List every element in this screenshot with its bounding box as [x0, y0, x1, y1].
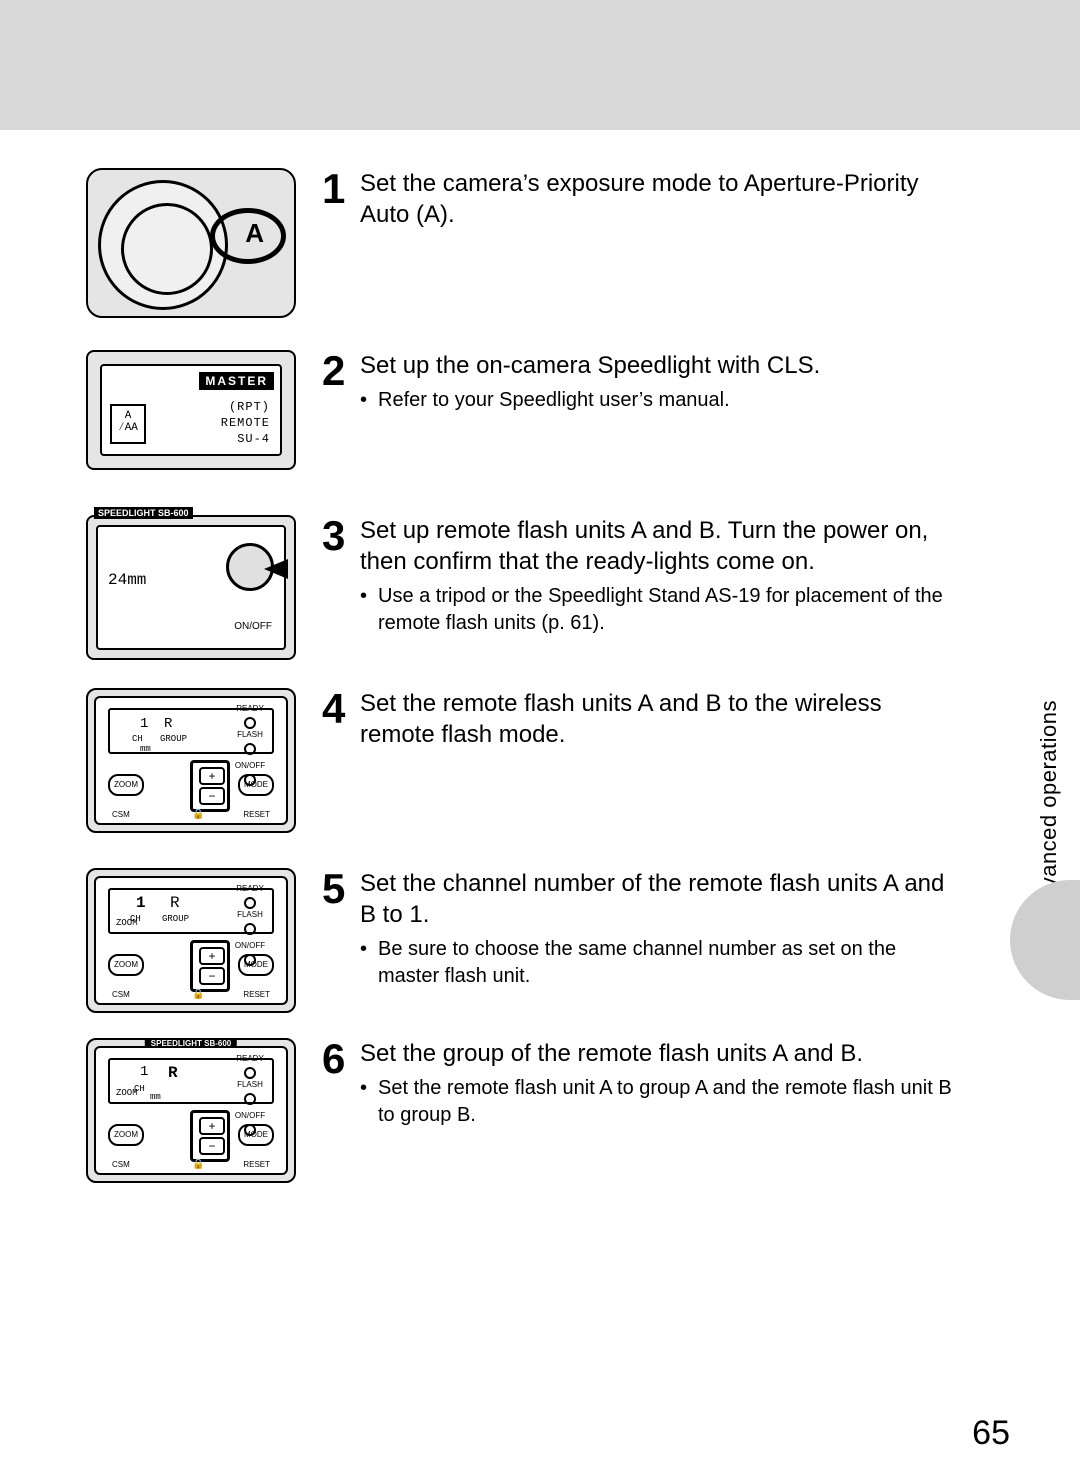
lcd-a-aa-box: A⁄AA [110, 404, 146, 444]
zoom-button: ZOOM [108, 1124, 144, 1146]
section-tab-shape [1010, 880, 1080, 1000]
step-2-text: Set up the on-camera Speedlight with CLS… [360, 350, 960, 381]
lock-icon: 🔒 [192, 989, 204, 1000]
step-4-illustration: 1 R CH GROUP mm ZOOM + − MODE READY [86, 688, 296, 833]
dpad-icon: + − [190, 940, 230, 992]
step-5-number: 5 [322, 868, 345, 910]
mode-dial-a-label: A [245, 218, 264, 249]
step-3-illustration: SPEEDLIGHT SB-600 24mm ON/OFF [86, 515, 296, 660]
power-arrow-icon [264, 559, 288, 579]
step-2-bullet-1: Refer to your Speedlight user’s manual. [360, 387, 960, 414]
step-3-bullet-1: Use a tripod or the Speedlight Stand AS-… [360, 583, 960, 637]
lcd-remote: REMOTE [221, 416, 270, 430]
step-3-number: 3 [322, 515, 345, 557]
zoom-button: ZOOM [108, 774, 144, 796]
onoff-label: ON/OFF [234, 621, 272, 632]
step-6-number: 6 [322, 1038, 345, 1080]
step-5-bullet-1: Be sure to choose the same channel numbe… [360, 936, 960, 990]
page-number: 65 [972, 1414, 1010, 1453]
lcd-rpt: (RPT) [229, 400, 270, 414]
ready-led-icon [244, 717, 256, 729]
step-5-illustration: 1 R CH GROUP ZOOM ZOOM + − MODE READY [86, 868, 296, 1013]
step-5-text: Set the channel number of the remote fla… [360, 868, 960, 930]
dpad-icon: + − [190, 1110, 230, 1162]
flash-button-icon [244, 743, 256, 755]
top-grey-band [0, 0, 1080, 130]
zoom-button: ZOOM [108, 954, 144, 976]
step-1-illustration: A [86, 168, 296, 318]
step-4-number: 4 [322, 688, 345, 730]
lock-icon: 🔒 [192, 1159, 204, 1170]
lcd-zoom-mm: 24mm [108, 571, 146, 589]
step-6-illustration: SPEEDLIGHT SB-600 1 R CH ZOOM mm ZOOM + … [86, 1038, 296, 1183]
step-1-text: Set the camera’s exposure mode to Apertu… [360, 168, 960, 230]
step-3-text: Set up remote flash units A and B. Turn … [360, 515, 960, 577]
onoff-button-icon [244, 774, 256, 786]
lock-icon: 🔒 [192, 809, 204, 820]
lcd-master-label: MASTER [199, 372, 274, 390]
manual-page: A 1 Set the camera’s exposure mode to Ap… [0, 130, 1080, 1483]
dpad-icon: + − [190, 760, 230, 812]
section-tab: Advanced operations [1010, 700, 1080, 1000]
step-2-illustration: MASTER A⁄AA (RPT) REMOTE SU-4 [86, 350, 296, 470]
step-2-number: 2 [322, 350, 345, 392]
step-1-number: 1 [322, 168, 345, 210]
speedlight-model-label: SPEEDLIGHT SB-600 [94, 507, 193, 519]
step-6-bullet-1: Set the remote flash unit A to group A a… [360, 1075, 960, 1129]
step-6-text: Set the group of the remote flash units … [360, 1038, 960, 1069]
lcd-su4: SU-4 [237, 432, 270, 446]
step-4-text: Set the remote flash units A and B to th… [360, 688, 960, 750]
